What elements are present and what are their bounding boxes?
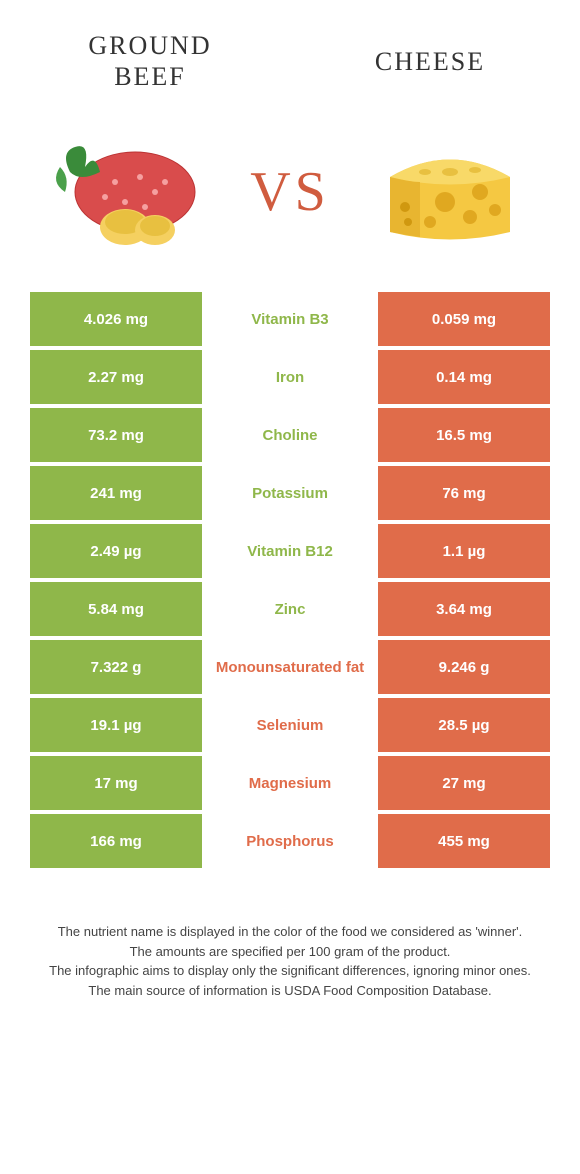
beef-icon [40, 122, 220, 262]
left-food-title: GROUND BEEF [60, 30, 240, 92]
table-row: 5.84 mgZinc3.64 mg [30, 582, 550, 636]
left-value-cell: 166 mg [30, 814, 202, 868]
right-value-cell: 0.14 mg [378, 350, 550, 404]
nutrient-name-cell: Zinc [202, 582, 378, 636]
table-row: 73.2 mgCholine16.5 mg [30, 408, 550, 462]
left-value-cell: 19.1 µg [30, 698, 202, 752]
nutrient-name-cell: Vitamin B12 [202, 524, 378, 578]
footer-line-3: The infographic aims to display only the… [40, 961, 540, 981]
left-value-cell: 2.49 µg [30, 524, 202, 578]
nutrient-name-cell: Selenium [202, 698, 378, 752]
nutrient-table: 4.026 mgVitamin B30.059 mg2.27 mgIron0.1… [0, 292, 580, 868]
table-row: 2.49 µgVitamin B121.1 µg [30, 524, 550, 578]
table-row: 19.1 µgSelenium28.5 µg [30, 698, 550, 752]
nutrient-name-cell: Iron [202, 350, 378, 404]
right-value-cell: 16.5 mg [378, 408, 550, 462]
right-value-cell: 76 mg [378, 466, 550, 520]
left-value-cell: 17 mg [30, 756, 202, 810]
ground-beef-image [40, 122, 220, 262]
right-value-cell: 28.5 µg [378, 698, 550, 752]
table-row: 17 mgMagnesium27 mg [30, 756, 550, 810]
nutrient-name-cell: Potassium [202, 466, 378, 520]
table-row: 4.026 mgVitamin B30.059 mg [30, 292, 550, 346]
left-value-cell: 7.322 g [30, 640, 202, 694]
header-row: GROUND BEEF CHEESE [0, 0, 580, 112]
cheese-image [360, 122, 540, 262]
right-value-cell: 9.246 g [378, 640, 550, 694]
nutrient-name-cell: Monounsaturated fat [202, 640, 378, 694]
cheese-icon [360, 122, 540, 262]
vs-label: VS [250, 160, 330, 224]
left-value-cell: 5.84 mg [30, 582, 202, 636]
footer-line-1: The nutrient name is displayed in the co… [40, 922, 540, 942]
right-value-cell: 27 mg [378, 756, 550, 810]
footer-notes: The nutrient name is displayed in the co… [0, 872, 580, 1030]
right-value-cell: 455 mg [378, 814, 550, 868]
image-row: VS [0, 112, 580, 292]
left-value-cell: 73.2 mg [30, 408, 202, 462]
nutrient-name-cell: Phosphorus [202, 814, 378, 868]
right-value-cell: 3.64 mg [378, 582, 550, 636]
right-value-cell: 0.059 mg [378, 292, 550, 346]
footer-line-2: The amounts are specified per 100 gram o… [40, 942, 540, 962]
footer-line-4: The main source of information is USDA F… [40, 981, 540, 1001]
nutrient-name-cell: Vitamin B3 [202, 292, 378, 346]
table-row: 2.27 mgIron0.14 mg [30, 350, 550, 404]
left-value-cell: 241 mg [30, 466, 202, 520]
nutrient-name-cell: Choline [202, 408, 378, 462]
left-value-cell: 2.27 mg [30, 350, 202, 404]
left-value-cell: 4.026 mg [30, 292, 202, 346]
right-value-cell: 1.1 µg [378, 524, 550, 578]
table-row: 7.322 gMonounsaturated fat9.246 g [30, 640, 550, 694]
right-food-title: CHEESE [340, 46, 520, 77]
table-row: 241 mgPotassium76 mg [30, 466, 550, 520]
nutrient-name-cell: Magnesium [202, 756, 378, 810]
table-row: 166 mgPhosphorus455 mg [30, 814, 550, 868]
